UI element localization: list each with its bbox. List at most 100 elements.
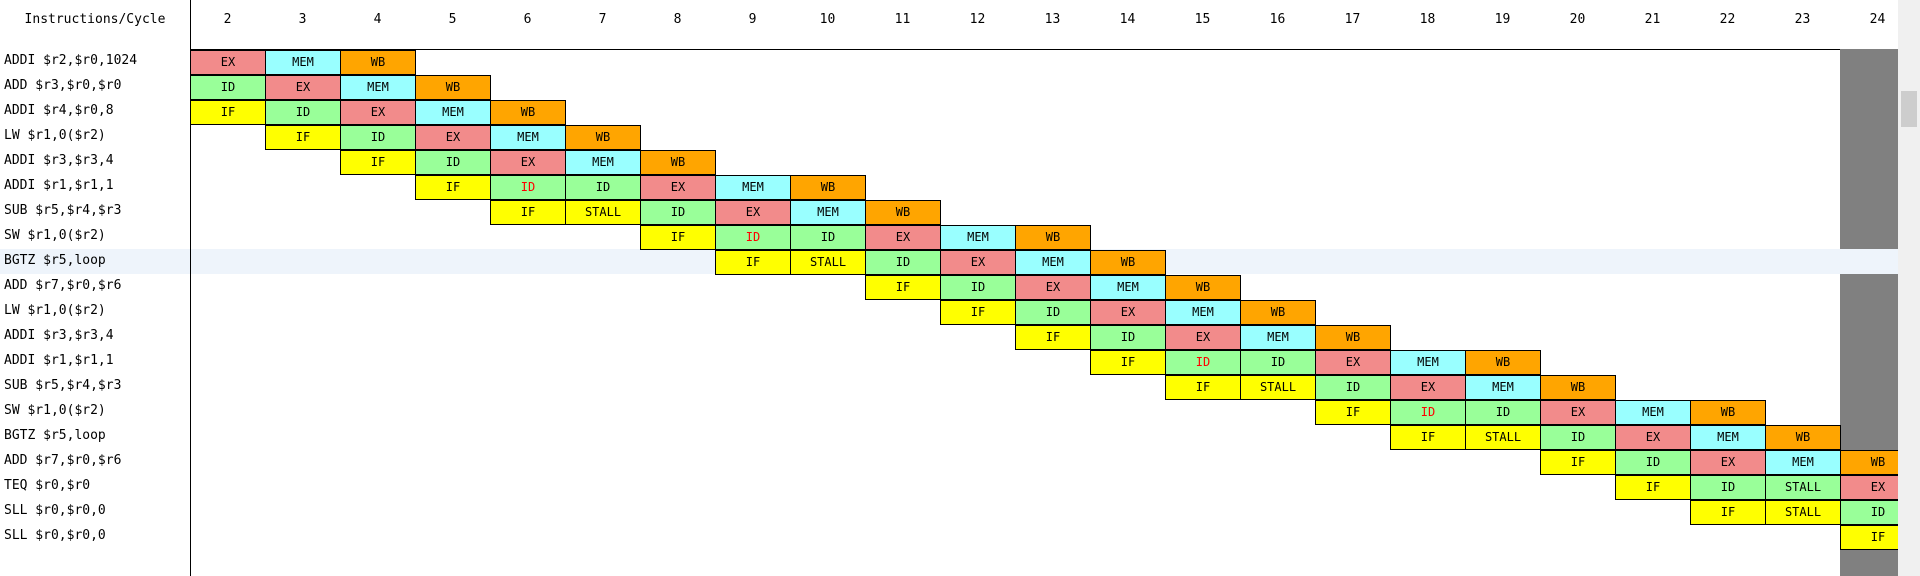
stage-wb-cell: WB (865, 200, 941, 225)
stage-if-cell: IF (1690, 500, 1766, 525)
stage-ex-cell: EX (340, 100, 416, 125)
instruction-label[interactable]: ADDI $r3,$r3,4 (4, 328, 114, 343)
instruction-label[interactable]: BGTZ $r5,loop (4, 428, 106, 443)
stage-mem-cell: MEM (940, 225, 1016, 250)
stage-stall-cell: STALL (565, 200, 641, 225)
stage-if-cell: IF (415, 175, 491, 200)
cycle-label: 20 (1569, 12, 1586, 27)
stage-if-cell: IF (1090, 350, 1166, 375)
cycle-label: 9 (748, 12, 757, 27)
instruction-label[interactable]: SW $r1,0($r2) (4, 228, 106, 243)
stage-wb-cell: WB (790, 175, 866, 200)
stage-id-cell: ID (865, 250, 941, 275)
cycle-label: 6 (523, 12, 532, 27)
stage-wb-cell: WB (415, 75, 491, 100)
header-title: Instructions/Cycle (24, 12, 166, 27)
stage-if-cell: IF (1165, 375, 1241, 400)
cycle-label: 7 (598, 12, 607, 27)
stage-stall-cell: STALL (790, 250, 866, 275)
stage-wb-cell: WB (1540, 375, 1616, 400)
instruction-label[interactable]: ADD $r3,$r0,$r0 (4, 78, 122, 93)
stage-mem-cell: MEM (1240, 325, 1316, 350)
cycle-label: 22 (1719, 12, 1736, 27)
stage-ex-cell: EX (865, 225, 941, 250)
instruction-label[interactable]: BGTZ $r5,loop (4, 253, 106, 268)
cycle-label: 24 (1869, 12, 1886, 27)
cycle-label: 10 (819, 12, 836, 27)
instruction-label[interactable]: SLL $r0,$r0,0 (4, 528, 106, 543)
stage-ex-cell: EX (190, 50, 266, 75)
stage-id-cell: ID (265, 100, 341, 125)
stage-mem-cell: MEM (490, 125, 566, 150)
instruction-label[interactable]: SLL $r0,$r0,0 (4, 503, 106, 518)
cycle-label: 12 (969, 12, 986, 27)
stage-wb-cell: WB (1315, 325, 1391, 350)
stage-id-cell: ID (715, 225, 791, 250)
stage-wb-cell: WB (1165, 275, 1241, 300)
instruction-label[interactable]: ADDI $r1,$r1,1 (4, 353, 114, 368)
instruction-label[interactable]: ADD $r7,$r0,$r6 (4, 278, 122, 293)
stage-ex-cell: EX (1390, 375, 1466, 400)
cycle-label: 3 (298, 12, 307, 27)
cycle-label: 17 (1344, 12, 1361, 27)
stage-id-cell: ID (565, 175, 641, 200)
stage-wb-cell: WB (1015, 225, 1091, 250)
stage-id-cell: ID (1465, 400, 1541, 425)
stage-mem-cell: MEM (1390, 350, 1466, 375)
instruction-label[interactable]: LW $r1,0($r2) (4, 128, 106, 143)
stage-mem-cell: MEM (1690, 425, 1766, 450)
stage-if-cell: IF (1390, 425, 1466, 450)
stage-if-cell: IF (1015, 325, 1091, 350)
stage-stall-cell: STALL (1765, 500, 1841, 525)
stage-wb-cell: WB (1765, 425, 1841, 450)
instruction-label[interactable]: ADDI $r1,$r1,1 (4, 178, 114, 193)
stage-id-cell: ID (1165, 350, 1241, 375)
stage-id-cell: ID (190, 75, 266, 100)
stage-mem-cell: MEM (715, 175, 791, 200)
cycle-label: 16 (1269, 12, 1286, 27)
cycle-label: 4 (373, 12, 382, 27)
stage-if-cell: IF (265, 125, 341, 150)
stage-ex-cell: EX (1090, 300, 1166, 325)
stage-id-cell: ID (1540, 425, 1616, 450)
cycle-label: 11 (894, 12, 911, 27)
stage-id-cell: ID (940, 275, 1016, 300)
cycle-label: 2 (223, 12, 232, 27)
stage-id-cell: ID (1015, 300, 1091, 325)
stage-mem-cell: MEM (1015, 250, 1091, 275)
stage-if-cell: IF (1315, 400, 1391, 425)
stage-mem-cell: MEM (415, 100, 491, 125)
cycle-label: 15 (1194, 12, 1211, 27)
cycle-label: 18 (1419, 12, 1436, 27)
stage-ex-cell: EX (940, 250, 1016, 275)
stage-if-cell: IF (340, 150, 416, 175)
stage-ex-cell: EX (1690, 450, 1766, 475)
stage-id-cell: ID (640, 200, 716, 225)
instruction-label[interactable]: ADDI $r3,$r3,4 (4, 153, 114, 168)
stage-stall-cell: STALL (1465, 425, 1541, 450)
stage-ex-cell: EX (1615, 425, 1691, 450)
instruction-label[interactable]: SUB $r5,$r4,$r3 (4, 378, 122, 393)
vertical-scrollbar[interactable] (1898, 0, 1920, 576)
stage-if-cell: IF (865, 275, 941, 300)
stage-mem-cell: MEM (1465, 375, 1541, 400)
stage-wb-cell: WB (1690, 400, 1766, 425)
stage-wb-cell: WB (1240, 300, 1316, 325)
cycle-label: 23 (1794, 12, 1811, 27)
instruction-label[interactable]: TEQ $r0,$r0 (4, 478, 91, 493)
instruction-label[interactable]: ADD $r7,$r0,$r6 (4, 453, 122, 468)
instruction-label[interactable]: LW $r1,0($r2) (4, 303, 106, 318)
stage-ex-cell: EX (265, 75, 341, 100)
stage-ex-cell: EX (415, 125, 491, 150)
stage-if-cell: IF (715, 250, 791, 275)
instruction-label[interactable]: ADDI $r2,$r0,1024 (4, 53, 138, 68)
stage-id-cell: ID (1615, 450, 1691, 475)
stage-ex-cell: EX (1015, 275, 1091, 300)
stage-id-cell: ID (490, 175, 566, 200)
instruction-label[interactable]: SUB $r5,$r4,$r3 (4, 203, 122, 218)
stage-ex-cell: EX (490, 150, 566, 175)
instruction-label[interactable]: ADDI $r4,$r0,8 (4, 103, 114, 118)
scrollbar-thumb[interactable] (1901, 91, 1917, 127)
instruction-label[interactable]: SW $r1,0($r2) (4, 403, 106, 418)
